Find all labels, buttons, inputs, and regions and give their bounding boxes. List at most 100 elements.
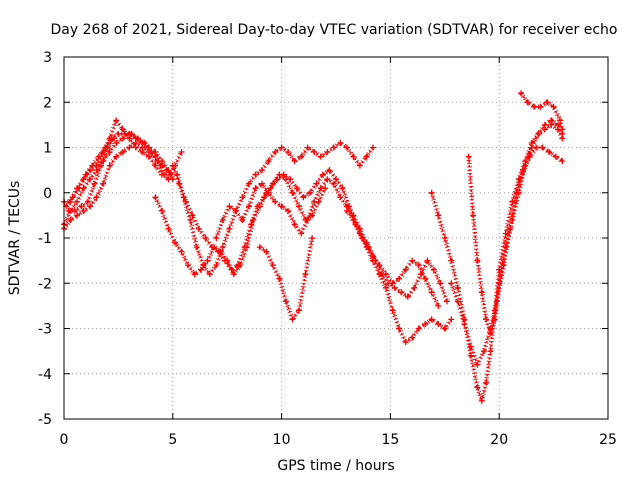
data-point (259, 180, 265, 187)
data-point (317, 153, 324, 160)
data-point (115, 130, 122, 137)
data-point (226, 225, 233, 232)
data-point (113, 153, 120, 160)
data-point (139, 149, 146, 155)
data-point (239, 216, 246, 223)
x-tick-label: 10 (273, 432, 291, 448)
data-point (343, 144, 350, 151)
data-point (389, 280, 396, 287)
data-point (67, 198, 74, 205)
data-point (467, 343, 474, 350)
data-point (230, 271, 237, 278)
y-tick-label: -1 (38, 231, 52, 247)
data-point (535, 130, 542, 137)
data-point (293, 185, 300, 192)
data-series (61, 90, 566, 404)
data-point (435, 321, 442, 327)
data-point (539, 144, 546, 151)
series-8 (169, 162, 450, 305)
data-point (376, 271, 383, 278)
data-point (74, 198, 81, 205)
y-tick-label: 1 (43, 141, 52, 157)
data-point (337, 194, 344, 201)
y-tick-label: -3 (38, 322, 52, 338)
data-point (441, 235, 448, 241)
series-markers (520, 92, 564, 130)
data-point (291, 221, 298, 228)
y-tick-label: -5 (38, 412, 52, 428)
series-markers (450, 146, 563, 366)
data-point (496, 266, 503, 273)
data-point (311, 198, 318, 205)
data-point (206, 271, 213, 278)
data-point (215, 248, 222, 255)
data-point (126, 135, 133, 142)
data-point (533, 144, 540, 151)
data-point (548, 117, 555, 124)
data-point (65, 207, 72, 214)
data-point (424, 257, 431, 264)
data-point (474, 257, 481, 264)
data-point (398, 289, 405, 296)
data-point (422, 321, 429, 327)
data-point (74, 212, 81, 219)
data-point (246, 203, 252, 210)
data-point (239, 194, 246, 201)
data-point (71, 207, 78, 214)
data-point (513, 189, 520, 196)
series-6 (174, 140, 376, 278)
data-point (222, 257, 228, 264)
data-point (319, 171, 326, 178)
data-point (152, 194, 159, 201)
series-markers (63, 142, 183, 230)
data-point (291, 158, 298, 165)
data-point (141, 140, 148, 146)
data-point (402, 339, 409, 346)
data-point (126, 144, 133, 151)
data-point (119, 126, 126, 133)
data-point (87, 203, 94, 210)
data-point (176, 180, 183, 187)
data-point (278, 144, 285, 151)
data-point (311, 149, 318, 155)
x-tick-labels: 0 5 10 15 20 25 (60, 432, 617, 448)
data-point (254, 203, 261, 210)
series-10 (256, 235, 316, 323)
data-point (428, 289, 435, 296)
data-point (470, 212, 477, 219)
data-point (248, 221, 255, 228)
data-point (428, 316, 435, 323)
data-point (187, 216, 194, 223)
data-point (119, 149, 126, 155)
data-point (389, 307, 396, 314)
data-point (265, 158, 272, 165)
data-point (232, 207, 239, 214)
data-point (333, 176, 339, 183)
data-point (272, 198, 279, 205)
data-point (213, 235, 220, 241)
data-point (219, 244, 226, 251)
data-point (98, 162, 104, 169)
data-point (185, 262, 191, 269)
data-point (169, 162, 176, 169)
data-point (555, 121, 561, 128)
series-markers (215, 178, 440, 307)
data-point (483, 379, 490, 386)
data-point (326, 167, 333, 174)
data-point (145, 153, 152, 160)
data-point (330, 180, 337, 187)
data-point (411, 284, 418, 291)
data-point (246, 180, 252, 187)
data-point (152, 162, 159, 169)
data-point (422, 275, 429, 282)
y-tick-labels: -5 -4 -3 -2 -1 0 1 2 3 (38, 50, 52, 428)
data-point (252, 185, 259, 192)
data-point (552, 153, 559, 160)
data-point (195, 225, 202, 232)
data-point (526, 153, 533, 160)
data-point (337, 140, 344, 146)
data-point (478, 397, 485, 404)
data-point (87, 167, 94, 174)
data-point (324, 149, 331, 155)
